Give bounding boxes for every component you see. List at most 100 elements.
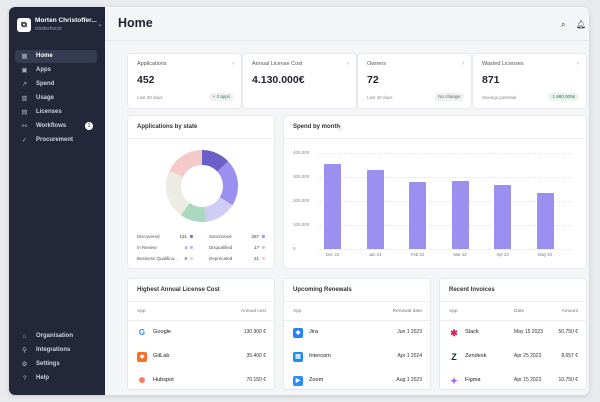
divider [440,320,586,321]
donut-segment[interactable] [202,150,229,172]
column-header-amount: Amount [561,309,578,314]
gridline [319,153,571,154]
invoice-amount: 8.657 € [561,353,578,359]
kpi-change-badge: + 3 apps [208,93,234,101]
invoice-date: Apr 25 2023 [514,353,542,359]
column-header-app: App [293,309,302,314]
table-row[interactable]: ▤ Intercom Apr 1 2024 [284,345,430,369]
sidebar-item-organisation[interactable]: ⌂ Organisation [22,333,74,340]
app-name: Zoom [309,377,324,383]
info-icon[interactable]: ⓘ [337,127,344,133]
legend-dot [190,235,193,238]
usage-icon: ▥ [21,95,28,102]
organisation-icon: ⌂ [22,333,27,340]
invoice-date: May 15 2023 [514,329,543,335]
org-switcher[interactable]: ⧉ Morten Christoffer... viioderhocio ⌄ [17,16,103,38]
org-logo-icon: ⧉ [17,18,31,32]
sidebar-item-help[interactable]: ? Help [22,375,50,382]
kpi-label: Wasted Licenses [482,61,524,67]
kpi-footnote: Last 30 days [137,95,163,100]
donut-segment[interactable] [180,202,207,222]
sidebar-item-apps[interactable]: ▣ Apps [21,67,51,74]
slack-icon: ✱ [449,328,459,338]
card-title: Upcoming Renewals [293,287,352,293]
sidebar: ⧉ Morten Christoffer... viioderhocio ⌄ ▦… [9,7,105,395]
kpi-wasted-licenses[interactable]: Wasted Licenses › 871 Savings potential … [472,53,587,109]
legend-dot [190,246,193,249]
grid-icon: ▦ [21,53,28,60]
table-row[interactable]: G Google 130.900 € [128,321,274,345]
jira-icon: ◆ [293,328,303,338]
sidebar-item-integrations[interactable]: ⚲ Integrations [22,347,71,354]
donut-segment[interactable] [217,161,238,206]
y-tick-label: 200.000 [293,198,310,203]
header-divider [105,40,589,41]
bar[interactable] [536,192,554,249]
bar[interactable] [409,181,426,249]
google-icon: G [137,328,147,338]
bar[interactable] [366,169,384,249]
kpi-applications[interactable]: Applications › 452 Last 30 days + 3 apps [127,53,242,109]
renewal-date: Jun 1 2023 [397,329,422,335]
divider [128,138,274,139]
search-icon[interactable]: ⌕ [561,20,566,29]
bar[interactable] [324,163,341,249]
kpi-value: 871 [482,74,500,86]
app-name: Hubspot [153,377,174,383]
help-icon: ? [22,375,27,382]
legend-value: 4 [184,245,187,250]
divider [128,301,274,302]
table-row[interactable]: ✱ Slack May 15 2023 50.750 € [440,321,586,345]
x-tick-label: Apr 23 [496,252,509,257]
workflow-icon: ⚯ [21,123,28,130]
bar[interactable] [494,185,511,249]
column-header-app: App [449,309,458,314]
chevron-down-icon: ⌄ [97,21,103,28]
donut-segment[interactable] [166,170,190,216]
gridline [319,249,571,250]
legend-label: Disqualified [209,245,233,250]
sidebar-item-spend[interactable]: ↗ Spend [21,81,55,88]
apps-icon: ▣ [21,67,28,74]
column-header-date: Date [514,309,525,314]
table-row[interactable]: ✺ Hubspot 70.150 € [128,369,274,389]
bell-icon[interactable]: 🔔︎ [576,20,587,29]
kpi-footnote: Last 30 days [367,95,393,100]
sidebar-item-home[interactable]: ▦ Home [15,50,97,63]
sidebar-item-licenses[interactable]: ▤ Licenses [21,109,62,116]
upcoming-renewals-card: Upcoming Renewals App Renewal date ◆ Jir… [283,278,431,390]
spend-by-month-card: Spend by month ⓘ 400.000 300.000 200.000 10… [283,115,587,269]
sidebar-item-settings[interactable]: ⚙ Settings [21,361,60,368]
sidebar-item-usage[interactable]: ▥ Usage [21,95,55,102]
table-row[interactable]: ✦ Figma Apr 15 2023 10.750 € [440,369,586,389]
kpi-change-badge: No change [434,93,464,101]
kpi-savings-badge: 1.980.000€ [548,93,579,101]
legend-value: 257 [251,234,259,239]
kpi-owners[interactable]: Owners › 72 Last 30 days No change [357,53,472,109]
kpi-footnote: Savings potential [482,95,517,100]
donut-segment[interactable] [169,150,202,178]
x-tick-label: Dec 22 [325,252,340,257]
kpi-label: Annual License Cost [252,61,303,67]
table-row[interactable]: ◆ GitLab 35.400 € [128,345,274,369]
table-row[interactable]: ◆ Jira Jun 1 2023 [284,321,430,345]
renewal-date: Aug 1 2023 [396,377,422,383]
table-row[interactable]: Z Zendesk Apr 25 2023 8.657 € [440,345,586,369]
legend-value: 8 [184,256,187,261]
table-row[interactable]: ▶ Zoom Aug 1 2023 [284,369,430,389]
kpi-label: Owners [367,61,386,67]
x-tick-label: Mar 23 [453,252,467,257]
intercom-icon: ▤ [293,352,303,362]
legend-value: 21 [253,256,259,261]
donut-segment[interactable] [204,197,233,222]
y-tick-label: 100.000 [293,222,310,227]
bar[interactable] [451,180,469,249]
chevron-right-icon: › [462,61,464,67]
divider [284,138,586,139]
kpi-annual-license-cost[interactable]: Annual License Cost › 4.130.000€ [242,53,357,109]
sidebar-item-procurement[interactable]: ✓ Procurement [21,137,74,144]
card-title: Applications by state [137,124,198,130]
figma-icon: ✦ [449,376,459,386]
sidebar-item-workflows[interactable]: ⚯ Workflows 1 [15,120,97,133]
annual-cost: 70.150 € [246,377,266,383]
